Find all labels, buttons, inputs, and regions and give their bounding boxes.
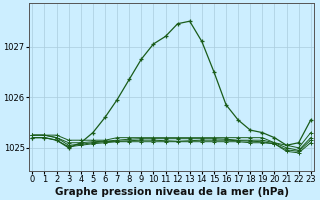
X-axis label: Graphe pression niveau de la mer (hPa): Graphe pression niveau de la mer (hPa): [55, 187, 289, 197]
